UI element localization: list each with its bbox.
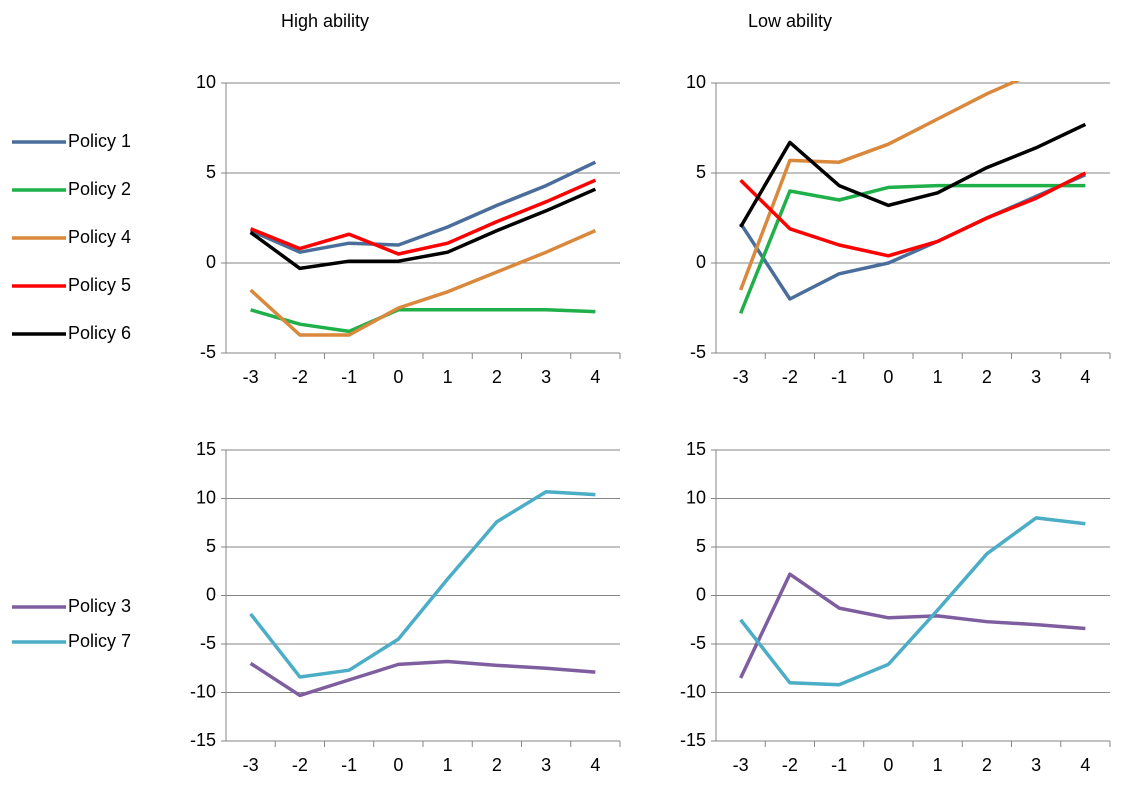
x-tick-label: -3 [243, 755, 259, 775]
x-tick-label: 1 [933, 755, 943, 775]
x-tick-label: 2 [492, 367, 502, 387]
series-line [249, 659, 596, 698]
y-tick-label: 15 [196, 439, 216, 459]
series-line [249, 228, 597, 337]
x-tick-label: 2 [492, 755, 502, 775]
x-tick-label: 4 [1080, 755, 1090, 775]
x-tick-label: 0 [393, 755, 403, 775]
y-tick-label: 10 [196, 72, 216, 92]
series-line [250, 308, 596, 334]
legend-label: Policy 1 [68, 131, 131, 151]
x-tick-label: 3 [541, 755, 551, 775]
legend-label: Policy 2 [68, 179, 131, 199]
y-tick-label: 0 [696, 252, 706, 272]
x-tick-label: -2 [292, 755, 308, 775]
x-tick-label: -1 [831, 367, 847, 387]
x-tick-label: -2 [782, 755, 798, 775]
series-line [249, 187, 597, 271]
panel-title: High ability [281, 11, 369, 31]
y-tick-label: 10 [686, 487, 706, 507]
x-tick-label: 1 [443, 367, 453, 387]
series-line [739, 173, 1087, 301]
series-line [249, 178, 597, 256]
series-line [249, 160, 597, 254]
x-tick-label: -2 [292, 367, 308, 387]
y-tick-label: 0 [206, 584, 216, 604]
x-tick-label: 0 [883, 367, 893, 387]
y-tick-label: -15 [680, 730, 706, 750]
series-line [739, 183, 1086, 315]
legend-label: Policy 4 [68, 227, 131, 247]
x-tick-label: 1 [933, 367, 943, 387]
series-line [249, 489, 596, 679]
x-tick-label: -3 [733, 367, 749, 387]
x-tick-label: -3 [243, 367, 259, 387]
x-tick-label: 0 [393, 367, 403, 387]
y-tick-label: -5 [200, 633, 216, 653]
y-tick-label: -5 [690, 633, 706, 653]
y-tick-label: 5 [696, 536, 706, 556]
x-tick-label: 2 [982, 755, 992, 775]
x-tick-label: 3 [1031, 755, 1041, 775]
x-tick-label: -2 [782, 367, 798, 387]
legend-label: Policy 5 [68, 275, 131, 295]
y-tick-label: -15 [190, 730, 216, 750]
y-tick-label: 15 [686, 439, 706, 459]
x-tick-label: -3 [733, 755, 749, 775]
x-tick-label: -1 [341, 367, 357, 387]
x-tick-label: -1 [341, 755, 357, 775]
y-tick-label: 5 [696, 162, 706, 182]
series-line [739, 516, 1086, 687]
x-tick-label: 3 [1031, 367, 1041, 387]
y-tick-label: 5 [206, 162, 216, 182]
x-tick-label: 4 [590, 367, 600, 387]
series-line [739, 122, 1087, 228]
series-line [739, 572, 1086, 679]
series-line [738, 81, 1021, 291]
legend-label: Policy 3 [68, 596, 131, 616]
y-tick-label: 10 [196, 487, 216, 507]
x-tick-label: 1 [443, 755, 453, 775]
y-tick-label: 5 [206, 536, 216, 556]
y-tick-label: -5 [690, 342, 706, 362]
y-tick-label: -5 [200, 342, 216, 362]
legend-label: Policy 7 [68, 631, 131, 651]
legend-label: Policy 6 [68, 323, 131, 343]
series-line [739, 171, 1087, 258]
x-tick-label: 4 [590, 755, 600, 775]
y-tick-label: -10 [190, 681, 216, 701]
y-tick-label: 10 [686, 72, 706, 92]
x-tick-label: 4 [1080, 367, 1090, 387]
y-tick-label: -10 [680, 681, 706, 701]
y-tick-label: 0 [206, 252, 216, 272]
x-tick-label: 2 [982, 367, 992, 387]
x-tick-label: -1 [831, 755, 847, 775]
x-tick-label: 0 [883, 755, 893, 775]
y-tick-label: 0 [696, 584, 706, 604]
panel-title: Low ability [748, 11, 832, 31]
x-tick-label: 3 [541, 367, 551, 387]
